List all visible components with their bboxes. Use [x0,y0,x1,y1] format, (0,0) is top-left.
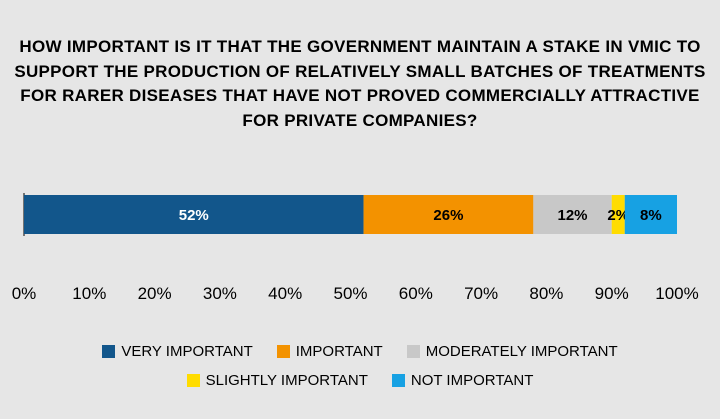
data-label: 26% [433,207,463,224]
data-label: 8% [640,207,662,224]
legend-label: IMPORTANT [295,343,383,360]
legend-swatch [186,374,200,387]
x-tick-label: 40% [268,284,302,303]
x-tick-label: 30% [203,284,237,303]
legend-row: SLIGHTLY IMPORTANT NOT IMPORTANT [0,372,720,389]
legend-item: IMPORTANT [276,343,383,360]
x-tick-label: 80% [529,284,563,303]
legend-row: VERY IMPORTANT IMPORTANT MODERATELY IMPORT… [0,343,720,360]
data-label: 12% [558,207,588,224]
x-tick-label: 70% [464,284,498,303]
bar-segment [611,195,625,234]
legend-label: MODERATELY IMPORTANT [425,343,618,360]
x-tick-label: 0% [12,284,37,303]
legend-swatch [102,345,116,358]
legend-label: NOT IMPORTANT [410,372,534,389]
x-tick-label: 50% [333,284,367,303]
data-label: 52% [179,207,209,224]
legend-swatch [276,345,290,358]
bar-segment [24,195,364,234]
x-tick-label: 20% [138,284,172,303]
stacked-bar-chart: 52% 26% 12% 2% 8% 0% 10% 20% 30% 40% 50% 60% 70% 80% 9… [12,193,699,303]
legend-swatch [406,345,420,358]
legend-item: SLIGHTLY IMPORTANT [186,372,368,389]
chart-title: HOW IMPORTANT IS IT THAT THE GOVERNMENT … [14,37,706,130]
x-tick-label: 100% [655,284,698,303]
legend-label: VERY IMPORTANT [121,343,253,360]
x-tick-label: 10% [72,284,106,303]
legend-label: SLIGHTLY IMPORTANT [205,372,368,389]
data-label: 2% [607,207,629,224]
x-tick-label: 60% [399,284,433,303]
bar-segment [363,195,534,234]
legend-item: VERY IMPORTANT [102,343,253,360]
x-tick-label: 90% [595,284,629,303]
legend-item: MODERATELY IMPORTANT [406,343,618,360]
legend-item: NOT IMPORTANT [391,372,534,389]
legend-swatch [391,374,405,387]
bar-segment [533,195,612,234]
bar-segment [624,195,677,234]
